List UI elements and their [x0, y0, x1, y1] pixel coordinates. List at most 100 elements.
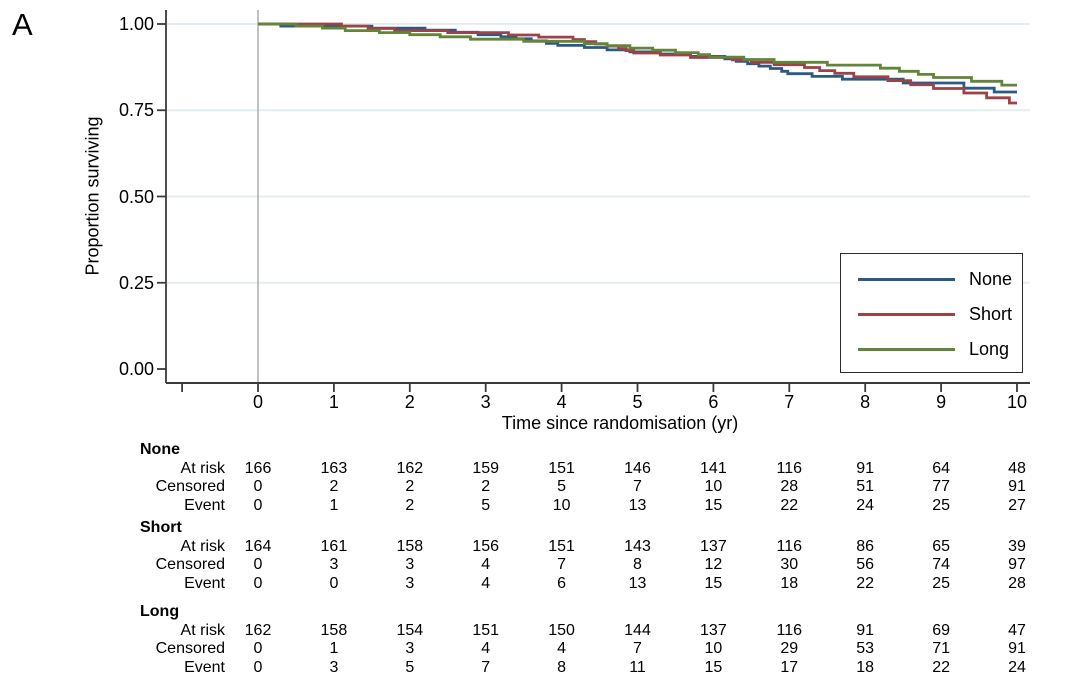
survival-curve-long	[258, 22, 1017, 87]
risk-cell: 86	[856, 537, 875, 555]
risk-cell: 71	[932, 640, 950, 658]
risk-cell: 6	[557, 574, 567, 592]
risk-cell: 3	[329, 556, 339, 574]
risk-cell: 12	[704, 556, 723, 574]
risk-row-label: Censored	[155, 556, 225, 574]
x-tick-label: 1	[328, 392, 339, 412]
risk-cell: 162	[396, 459, 424, 477]
risk-cell: 1	[329, 640, 339, 658]
risk-cell: 48	[1008, 459, 1026, 477]
risk-cell: 24	[856, 496, 875, 514]
risk-cell: 151	[472, 621, 500, 639]
risk-cell: 7	[557, 556, 567, 574]
risk-row-label: Censored	[155, 640, 225, 658]
risk-cell: 0	[253, 658, 263, 676]
risk-cell: 15	[704, 574, 723, 592]
x-axis-title: Time since randomisation (yr)	[501, 413, 739, 433]
risk-row-label: At risk	[180, 537, 225, 555]
risk-row-label: Event	[184, 574, 225, 592]
risk-cell: 18	[780, 574, 799, 592]
risk-cell: 47	[1008, 621, 1026, 639]
x-tick-label: 0	[252, 392, 263, 412]
risk-cell: 56	[856, 556, 875, 574]
risk-cell: 74	[932, 556, 950, 574]
legend-label: Long	[969, 339, 1010, 359]
risk-cell: 116	[776, 459, 803, 477]
risk-cell: 24	[1008, 658, 1026, 676]
risk-cell: 3	[405, 640, 415, 658]
risk-cell: 15	[704, 496, 723, 514]
risk-cell: 15	[704, 658, 723, 676]
risk-cell: 30	[780, 556, 799, 574]
risk-cell: 5	[557, 478, 567, 496]
risk-cell: 25	[932, 574, 950, 592]
legend-entry-none: None	[858, 262, 1012, 297]
km-plot-canvas	[157, 10, 1030, 392]
legend-entry-long: Long	[858, 332, 1009, 367]
legend-entry-short: Short	[858, 297, 1012, 332]
risk-cell: 27	[1008, 496, 1026, 514]
x-tick-label: 5	[632, 392, 643, 412]
x-tick-label: 9	[936, 392, 947, 412]
risk-cell: 163	[320, 459, 348, 477]
risk-group-header-long: Long	[140, 603, 180, 620]
risk-cell: 158	[396, 537, 424, 555]
risk-cell: 7	[633, 478, 642, 496]
y-tick-label: 0.00	[118, 359, 154, 379]
risk-cell: 166	[244, 459, 272, 477]
risk-cell: 7	[481, 658, 491, 676]
risk-cell: 77	[932, 478, 950, 496]
legend-line-swatch	[858, 312, 955, 317]
risk-cell: 69	[932, 621, 950, 639]
risk-cell: 53	[856, 640, 875, 658]
x-tick-label: 6	[708, 392, 719, 412]
risk-cell: 141	[700, 459, 727, 477]
x-tick-label: 4	[556, 392, 567, 412]
risk-group-header-none: None	[140, 441, 180, 458]
risk-row-label: At risk	[180, 621, 225, 639]
risk-cell: 39	[1008, 537, 1026, 555]
risk-cell: 3	[405, 574, 415, 592]
risk-cell: 25	[932, 496, 950, 514]
risk-cell: 143	[624, 537, 651, 555]
risk-cell: 156	[472, 537, 500, 555]
risk-cell: 154	[396, 621, 424, 639]
risk-cell: 2	[405, 478, 415, 496]
risk-cell: 5	[405, 658, 415, 676]
legend-line-swatch	[858, 277, 955, 282]
risk-cell: 3	[329, 658, 339, 676]
risk-row-label: At risk	[180, 459, 225, 477]
risk-cell: 2	[405, 496, 415, 514]
risk-cell: 91	[856, 621, 875, 639]
y-tick-label: 0.25	[118, 272, 154, 293]
risk-cell: 150	[548, 621, 575, 639]
legend-label: None	[969, 269, 1013, 289]
risk-cell: 65	[932, 537, 950, 555]
risk-cell: 28	[1008, 574, 1026, 592]
risk-cell: 51	[856, 478, 875, 496]
x-tick-label: 3	[480, 392, 491, 412]
risk-row-label: Event	[184, 658, 225, 676]
risk-cell: 116	[776, 537, 803, 555]
risk-cell: 2	[329, 478, 339, 496]
risk-cell: 2	[481, 478, 491, 496]
risk-cell: 10	[704, 478, 723, 496]
risk-cell: 162	[244, 621, 272, 639]
risk-cell: 91	[1008, 478, 1026, 496]
risk-cell: 22	[932, 658, 950, 676]
x-tick-label: 7	[784, 392, 795, 412]
risk-cell: 28	[780, 478, 799, 496]
risk-cell: 151	[548, 459, 575, 477]
risk-cell: 4	[481, 556, 491, 574]
risk-cell: 7	[633, 640, 642, 658]
risk-row-label: Event	[184, 496, 225, 514]
risk-cell: 159	[472, 459, 500, 477]
y-tick-label: 1.00	[118, 14, 154, 34]
x-tick-label: 10	[1006, 392, 1028, 412]
panel-label: A	[12, 7, 33, 42]
risk-cell: 144	[624, 621, 651, 639]
risk-cell: 146	[624, 459, 651, 477]
risk-cell: 91	[1008, 640, 1026, 658]
risk-cell: 11	[629, 658, 646, 676]
